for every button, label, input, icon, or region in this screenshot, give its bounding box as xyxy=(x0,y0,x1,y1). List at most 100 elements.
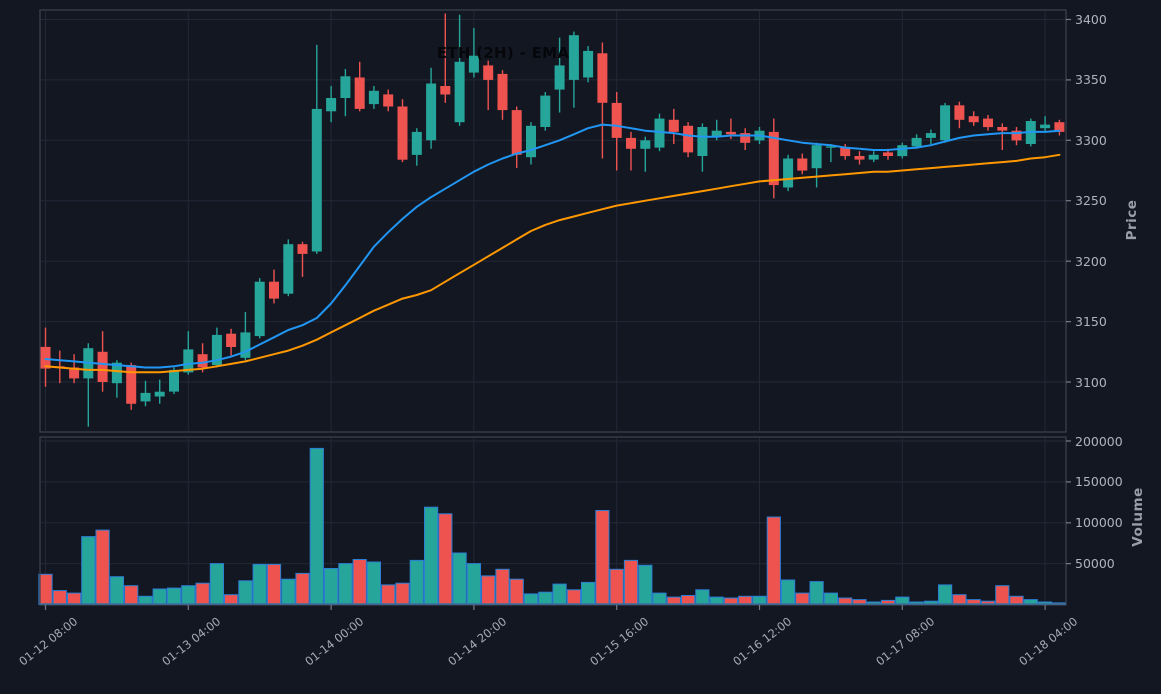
candlesticks xyxy=(40,13,1065,427)
volume-tick-label: 50000 xyxy=(1075,556,1115,572)
volume-bar xyxy=(538,591,553,606)
candle-body xyxy=(468,55,479,73)
candle-body xyxy=(1011,130,1022,141)
candle-body xyxy=(497,73,508,111)
candle-body xyxy=(911,137,922,147)
candle-body xyxy=(111,362,122,384)
candle-body xyxy=(354,77,365,109)
volume-tick-label: 100000 xyxy=(1075,515,1123,531)
volume-bar xyxy=(652,592,667,605)
candle-body xyxy=(968,116,979,123)
candle-body xyxy=(840,147,851,157)
candle-body xyxy=(711,130,722,137)
candle-body xyxy=(240,332,251,358)
candle-body xyxy=(683,125,694,153)
chart-title: ETH (2H) - EMA xyxy=(436,44,570,62)
candle-body xyxy=(1040,124,1051,129)
volume-bars xyxy=(38,447,1067,606)
price-tick-label: 3250 xyxy=(1075,193,1107,209)
candle-body xyxy=(668,119,679,132)
price-tick-label: 3300 xyxy=(1075,132,1107,148)
volume-bar xyxy=(623,559,639,606)
volume-bar xyxy=(266,563,282,606)
volume-bar xyxy=(809,581,824,605)
price-tick-label: 3200 xyxy=(1075,253,1107,269)
candle-body xyxy=(768,131,779,186)
candle-body xyxy=(426,83,437,141)
volume-bar xyxy=(238,580,253,605)
volume-axis-title: Volume xyxy=(1130,487,1146,547)
candle-body xyxy=(740,133,751,143)
axis-spines xyxy=(39,9,1067,606)
volume-bar xyxy=(352,559,367,605)
volume-bar xyxy=(481,575,496,606)
candle-body xyxy=(583,50,594,78)
volume-bar xyxy=(224,594,239,606)
candle-body xyxy=(311,108,322,252)
candle-body xyxy=(368,90,379,105)
candle-body xyxy=(997,127,1008,131)
candle-body xyxy=(626,137,636,149)
volume-bar xyxy=(581,581,596,606)
candle-body xyxy=(611,102,622,138)
candle-body xyxy=(954,105,965,120)
volume-bar xyxy=(152,588,167,605)
volume-bar xyxy=(995,585,1010,606)
candle-body xyxy=(226,333,237,347)
candle-body xyxy=(1054,122,1065,132)
volume-bar xyxy=(81,536,96,605)
candle-body xyxy=(640,140,651,149)
volume-bar xyxy=(695,589,710,605)
candle-body xyxy=(126,365,137,404)
price-tick-label: 3100 xyxy=(1075,374,1107,390)
volume-bar xyxy=(509,578,524,606)
volume-bar xyxy=(166,587,182,605)
candle-body xyxy=(925,133,936,138)
candle-body xyxy=(40,346,51,369)
volume-bar xyxy=(552,583,567,605)
candle-body xyxy=(897,145,908,157)
tick-marks xyxy=(44,18,1071,610)
candle-body xyxy=(511,110,522,155)
volume-bar xyxy=(781,579,796,605)
volume-bar xyxy=(366,561,381,605)
candle-body xyxy=(283,244,294,294)
volume-bar xyxy=(38,573,53,605)
volume-bar xyxy=(438,513,453,605)
candle-body xyxy=(883,152,893,156)
candle-body xyxy=(383,94,394,107)
price-tick-label: 3400 xyxy=(1075,12,1107,27)
volume-bar xyxy=(395,582,410,606)
candle-body xyxy=(725,131,736,135)
candle-body xyxy=(554,65,565,90)
volume-bar xyxy=(766,516,781,605)
candle-body xyxy=(440,86,451,95)
candle-body xyxy=(540,95,551,127)
candle-body xyxy=(783,158,794,188)
candle-body xyxy=(983,118,993,128)
candle-body xyxy=(169,369,179,392)
volume-bar xyxy=(409,559,424,606)
candle-body xyxy=(183,349,194,373)
volume-bar xyxy=(566,589,581,605)
candle-body xyxy=(340,76,351,98)
volume-bar xyxy=(823,592,838,605)
volume-bar xyxy=(609,568,624,605)
candle-body xyxy=(69,367,80,379)
volume-bar xyxy=(338,563,353,605)
volume-bar xyxy=(324,568,339,605)
volume-tick-label: 200000 xyxy=(1075,433,1123,449)
volume-tick-label: 150000 xyxy=(1075,474,1123,490)
volume-bar xyxy=(52,590,67,605)
price-tick-label: 3150 xyxy=(1075,314,1107,330)
volume-bar xyxy=(795,592,810,605)
ema-fast-line xyxy=(44,123,1061,369)
candle-body xyxy=(197,354,208,368)
ema-slow-line xyxy=(44,153,1061,374)
candle-body xyxy=(326,98,337,112)
candle-body xyxy=(854,156,865,160)
volume-bar xyxy=(452,552,467,605)
volume-bar xyxy=(424,506,439,606)
volume-bar xyxy=(95,529,110,605)
